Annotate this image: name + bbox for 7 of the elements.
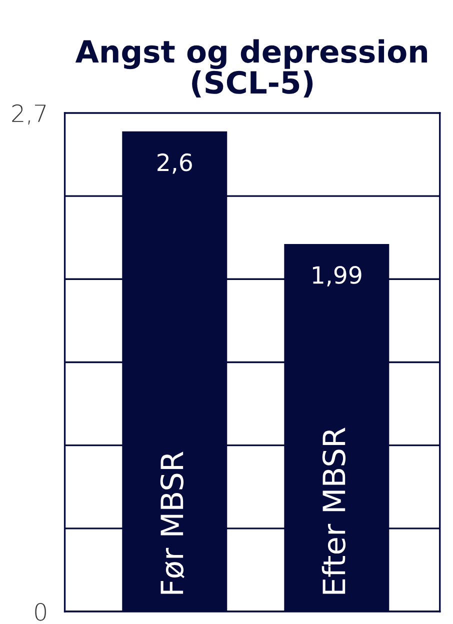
y-tick-label: 0 bbox=[35, 602, 46, 621]
data-label: 1,99 bbox=[312, 266, 362, 286]
data-label: 2,6 bbox=[158, 153, 192, 174]
x-tick-label: Før MBSR bbox=[160, 452, 184, 594]
y-tick-label: 2,7 bbox=[12, 104, 46, 125]
chart-title: Angst og depression (SCL-5) bbox=[75, 39, 427, 98]
x-tick-label: Efter MBSR bbox=[322, 428, 346, 594]
